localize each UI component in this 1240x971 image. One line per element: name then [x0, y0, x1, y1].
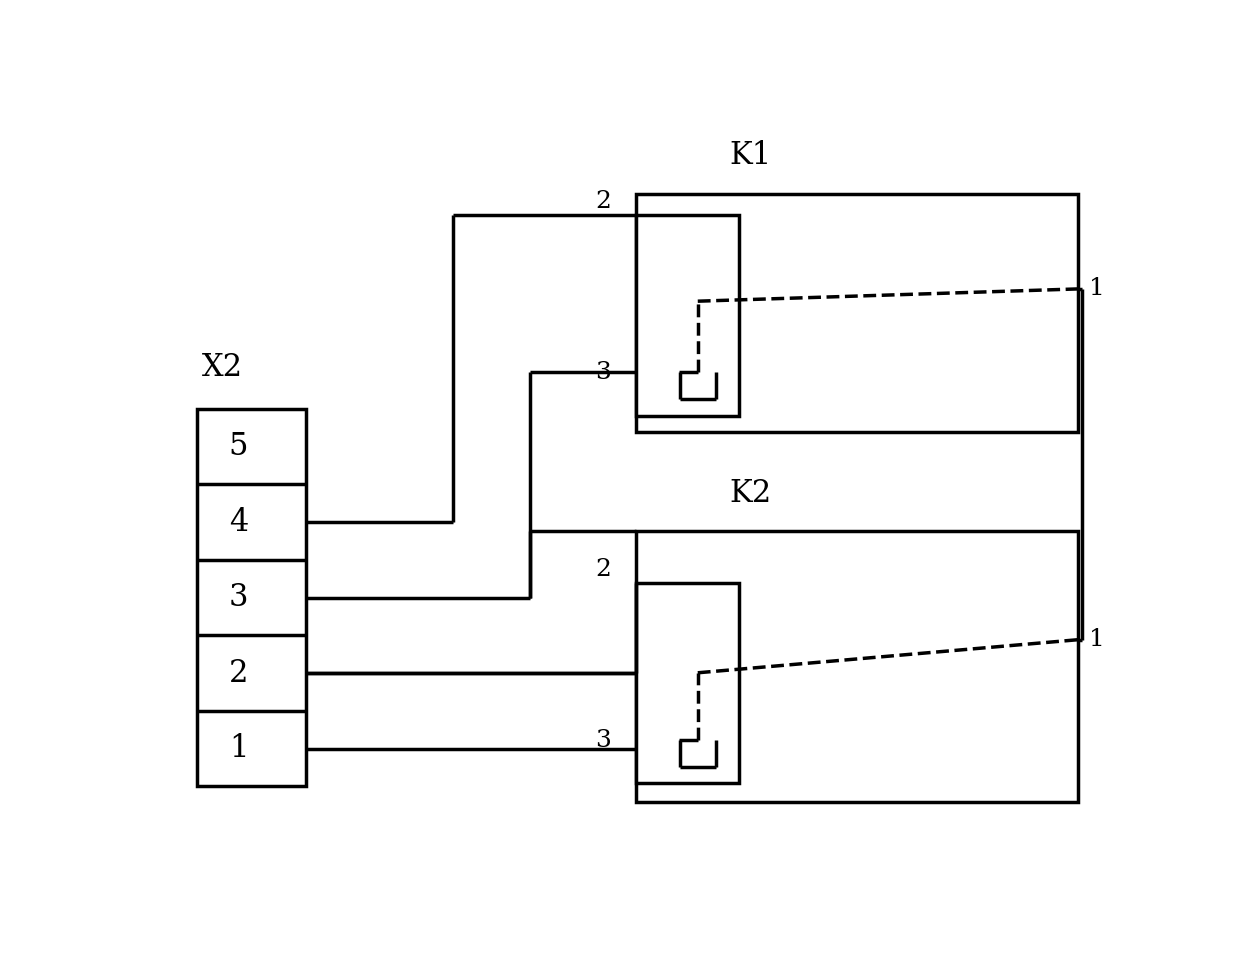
Text: 3: 3 [595, 728, 611, 752]
Text: 1: 1 [229, 733, 248, 764]
Bar [197, 409, 306, 787]
Text: X2: X2 [202, 352, 243, 383]
Bar [635, 531, 1078, 802]
Text: 1: 1 [1089, 278, 1105, 300]
Text: 5: 5 [229, 431, 248, 462]
Text: 1: 1 [1089, 628, 1105, 652]
Text: 2: 2 [595, 190, 611, 214]
Text: K2: K2 [729, 478, 773, 509]
Text: 2: 2 [229, 657, 248, 688]
Bar [635, 583, 739, 784]
Bar [635, 216, 739, 416]
Text: 2: 2 [595, 558, 611, 581]
Text: K1: K1 [729, 140, 773, 171]
Text: 3: 3 [229, 583, 248, 613]
Text: 3: 3 [595, 360, 611, 384]
Text: 4: 4 [229, 507, 248, 538]
Bar [635, 193, 1078, 432]
